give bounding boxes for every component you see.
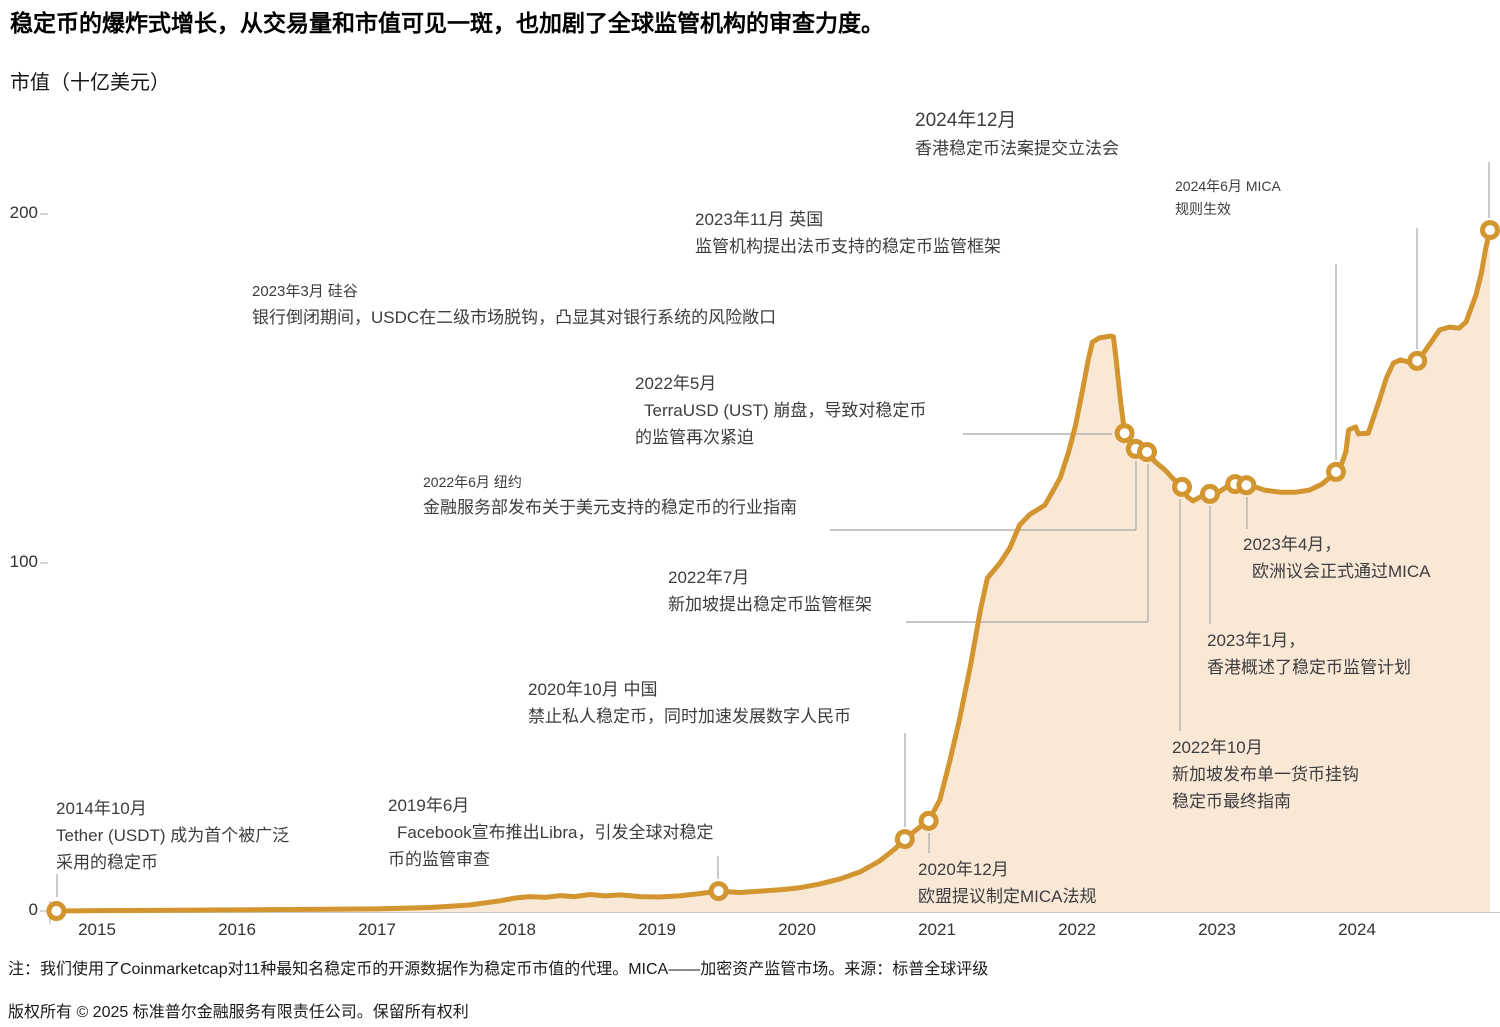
x-tick-2024: 2024 [1338,920,1376,939]
annotation-date: 2022年10月 [1172,738,1263,757]
annotation-eu-mica-2020-12: 2020年12月 欧盟提议制定MICA法规 [918,856,1097,910]
chart-area-fill [56,230,1490,913]
annotation-text: 新加坡提出稳定币监管框架 [668,595,872,614]
market-cap-line [53,227,1493,914]
annotation-date: 2022年7月 [668,568,750,587]
event-marker [1200,483,1220,504]
annotation-date: 2020年10月 中国 [528,680,658,699]
event-marker [1480,220,1500,241]
annotation-mica-passed-2023-04: 2023年4月， 欧洲议会正式通过MICA [1243,531,1431,585]
x-tick-2019: 2019 [638,920,676,939]
annotation-text: 的监管再次紧迫 [635,428,754,447]
x-tick-2017: 2017 [358,920,396,939]
annotation-text: 规则生效 [1175,201,1231,217]
y-tick-200: 200 [9,203,38,222]
annotation-text: 欧盟提议制定MICA法规 [918,887,1097,906]
annotation-tether-2014-10: 2014年10月 Tether (USDT) 成为首个被广泛 采用的稳定币 [56,795,289,876]
annotation-terrausd-2022-05: 2022年5月 TerraUSD (UST) 崩盘，导致对稳定币 的监管再次紧迫 [635,370,926,451]
annotation-text: Facebook宣布推出Libra，引发全球对稳定 [397,823,714,842]
annotation-text: 新加坡发布单一货币挂钩 [1172,765,1359,784]
x-tick-2023: 2023 [1198,920,1236,939]
annotation-singapore-2022-10: 2022年10月 新加坡发布单一货币挂钩 稳定币最终指南 [1172,734,1359,815]
event-marker [1137,442,1157,462]
annotation-libra-2019-06: 2019年6月 Facebook宣布推出Libra，引发全球对稳定 币的监管审查 [388,792,713,873]
x-tick-2016: 2016 [218,920,256,939]
annotation-text: 香港概述了稳定币监管计划 [1207,658,1411,677]
annotation-uk-2023-11: 2023年11月 英国 监管机构提出法币支持的稳定币监管框架 [695,206,1001,260]
x-tick-2021: 2021 [918,920,956,939]
y-axis-title: 市值（十亿美元） [10,72,170,94]
annotation-date: 2023年4月， [1243,535,1342,554]
event-marker [708,881,729,902]
annotation-text: 欧洲议会正式通过MICA [1252,562,1431,581]
annotation-date: 2020年12月 [918,860,1009,879]
annotation-newyork-2022-06: 2022年6月 纽约 金融服务部发布关于美元支持的稳定币的行业指南 [423,471,797,521]
footnote: 注：我们使用了Coinmarketcap对11种最知名稳定币的开源数据作为稳定币… [8,961,989,978]
annotation-date: 2024年6月 MICA [1175,178,1281,194]
chart-title: 稳定币的爆炸式增长，从交易量和市值可见一斑，也加剧了全球监管机构的审查力度。 [10,10,884,36]
event-marker [1326,461,1346,482]
annotation-mica-effective-2024-06: 2024年6月 MICA 规则生效 [1175,175,1281,221]
annotation-text: 监管机构提出法币支持的稳定币监管框架 [695,237,1001,256]
annotation-date: 2022年6月 纽约 [423,474,522,490]
annotation-date: 2023年3月 硅谷 [252,283,358,300]
y-tick-100: 100 [9,552,38,571]
annotation-date: 2023年11月 英国 [695,210,824,229]
annotation-text: Tether (USDT) 成为首个被广泛 [56,826,290,845]
event-marker [1114,423,1135,444]
annotation-date: 2023年1月， [1207,631,1306,650]
annotation-date: 2024年12月 [915,110,1017,131]
event-marker [894,829,915,850]
annotation-text: 香港稳定币法案提交立法会 [915,139,1119,158]
annotation-hk-bill-2024-12: 2024年12月 香港稳定币法案提交立法会 [915,106,1119,162]
event-marker [46,901,67,921]
annotation-text: 金融服务部发布关于美元支持的稳定币的行业指南 [423,498,797,517]
annotation-hongkong-2023-01: 2023年1月， 香港概述了稳定币监管计划 [1207,627,1411,681]
annotation-text: TerraUSD (UST) 崩盘，导致对稳定币 [644,401,927,420]
x-tick-2022: 2022 [1058,920,1096,939]
annotation-text: 银行倒闭期间，USDC在二级市场脱钩，凸显其对银行系统的风险敞口 [252,308,777,327]
event-marker [1236,475,1257,496]
x-tick-2015: 2015 [78,920,116,939]
annotation-date: 2019年6月 [388,796,470,815]
annotation-text: 稳定币最终指南 [1172,792,1291,811]
event-marker [1407,350,1428,371]
annotation-svb-2023-03: 2023年3月 硅谷 银行倒闭期间，USDC在二级市场脱钩，凸显其对银行系统的风… [252,280,776,331]
y-tick-0: 0 [28,900,38,919]
annotation-text: 采用的稳定币 [56,853,158,872]
annotation-text: 禁止私人稳定币，同时加速发展数字人民币 [528,707,851,726]
x-tick-2018: 2018 [498,920,536,939]
copyright: 版权所有 © 2025 标准普尔金融服务有限责任公司。保留所有权利 [8,1004,469,1021]
x-tick-2020: 2020 [778,920,816,939]
annotation-text: 币的监管审查 [388,850,490,869]
annotation-china-2020-10: 2020年10月 中国 禁止私人稳定币，同时加速发展数字人民币 [528,676,851,730]
annotation-singapore-2022-07: 2022年7月 新加坡提出稳定币监管框架 [668,564,872,618]
event-marker [918,810,939,831]
event-marker [1172,476,1192,497]
annotation-date: 2022年5月 [635,374,717,393]
annotation-date: 2014年10月 [56,799,147,818]
